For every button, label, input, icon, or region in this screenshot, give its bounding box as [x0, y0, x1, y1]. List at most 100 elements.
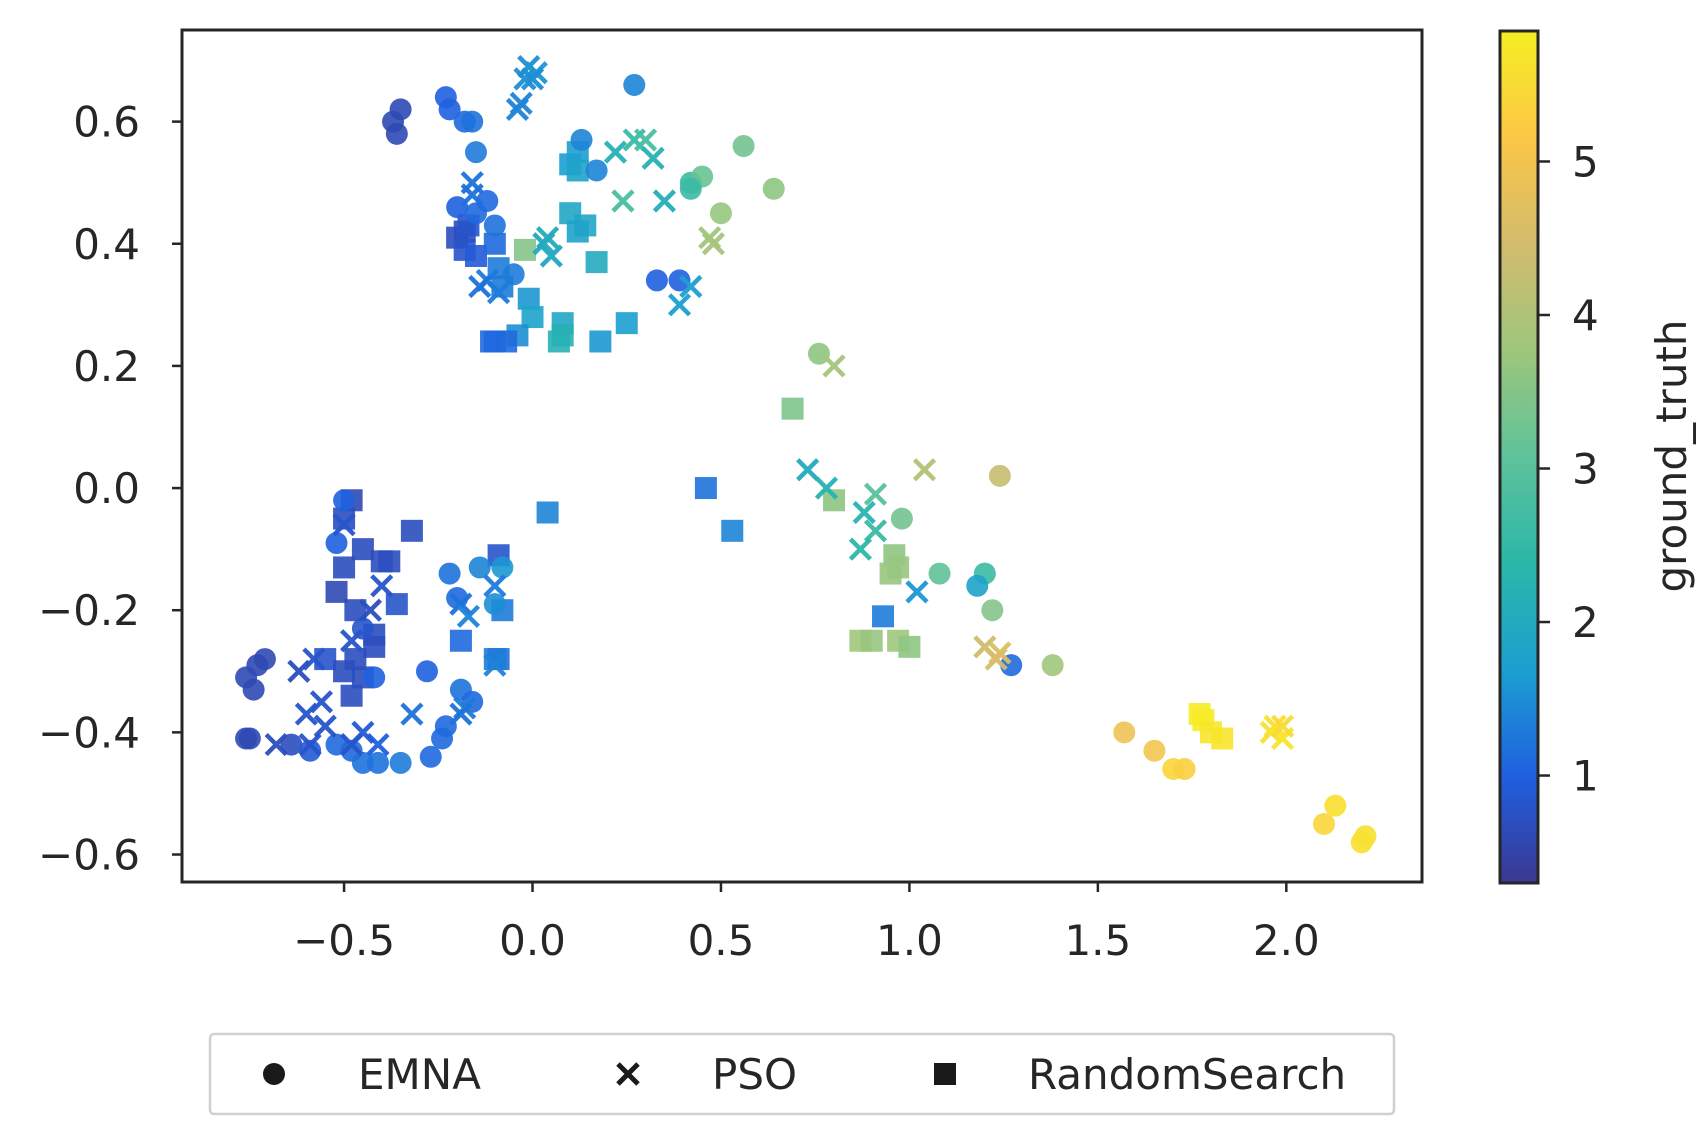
point-emna	[235, 727, 258, 750]
point-emna	[1313, 812, 1336, 835]
point-emna	[502, 263, 525, 286]
point-randomsearch	[860, 629, 883, 652]
legend: EMNA PSO RandomSearch	[208, 1032, 1396, 1116]
point-emna	[623, 73, 646, 96]
legend-item-pso: PSO	[616, 1050, 797, 1099]
point-pso	[509, 91, 533, 115]
legend-label-emna: EMNA	[358, 1050, 481, 1099]
point-emna	[483, 593, 506, 616]
point-pso	[358, 598, 383, 622]
y-tick-label: 0.0	[73, 464, 140, 513]
legend-x-marker	[616, 1062, 640, 1086]
point-pso	[814, 476, 839, 500]
point-emna	[585, 159, 608, 182]
point-randomsearch	[464, 244, 487, 267]
point-randomsearch	[344, 599, 367, 622]
point-randomsearch	[378, 550, 401, 573]
point-emna	[1354, 825, 1377, 848]
point-emna	[389, 98, 412, 121]
point-emna	[762, 177, 785, 200]
point-pso	[667, 293, 692, 317]
point-pso	[309, 690, 334, 714]
x-tick-label: −0.5	[293, 916, 395, 965]
point-randomsearch	[333, 556, 356, 579]
legend-frame	[208, 1032, 1396, 1116]
point-emna	[1113, 721, 1136, 744]
point-randomsearch	[333, 507, 356, 530]
point-emna	[928, 562, 951, 585]
point-randomsearch	[721, 519, 744, 542]
point-emna	[438, 562, 461, 585]
point-emna	[732, 135, 755, 158]
point-pso	[456, 604, 481, 628]
point-pso	[641, 146, 665, 170]
point-emna	[385, 122, 408, 145]
colorbar-gradient	[1500, 31, 1538, 883]
point-randomsearch	[314, 648, 337, 671]
point-randomsearch	[344, 648, 367, 671]
legend-item-emna: EMNA	[263, 1050, 481, 1099]
point-randomsearch	[517, 287, 540, 310]
point-pso	[302, 647, 326, 671]
y-tick-label: −0.4	[38, 708, 140, 757]
point-randomsearch	[872, 605, 895, 628]
point-pso	[449, 702, 473, 726]
x-tick-label: 1.0	[876, 916, 943, 965]
point-randomsearch	[483, 232, 506, 255]
y-tick-label: 0.4	[73, 220, 140, 269]
point-emna	[351, 751, 374, 774]
y-tick-label: 0.2	[73, 342, 140, 391]
point-randomsearch	[615, 312, 638, 335]
point-pso	[652, 189, 677, 213]
point-emna	[491, 556, 514, 579]
point-emna	[280, 733, 303, 756]
point-randomsearch	[566, 159, 589, 182]
point-pso	[852, 500, 876, 525]
data-points	[235, 55, 1377, 854]
point-emna	[1173, 758, 1196, 781]
point-pso	[848, 537, 873, 561]
point-pso	[370, 574, 394, 598]
point-randomsearch	[325, 580, 348, 603]
point-pso	[487, 281, 511, 305]
point-pso	[912, 458, 937, 482]
point-pso	[449, 592, 473, 616]
point-randomsearch	[449, 629, 472, 652]
point-randomsearch	[340, 684, 363, 707]
point-pso	[863, 519, 888, 543]
point-emna	[389, 751, 412, 774]
point-emna	[981, 599, 1004, 622]
point-emna	[966, 574, 989, 597]
point-pso	[264, 732, 288, 757]
point-randomsearch	[585, 251, 608, 274]
point-pso	[400, 702, 424, 726]
point-pso	[611, 189, 635, 213]
point-emna	[363, 666, 386, 689]
point-randomsearch	[1211, 727, 1234, 750]
point-randomsearch	[513, 238, 536, 261]
legend-label-pso: PSO	[712, 1050, 797, 1099]
point-emna	[438, 98, 461, 121]
point-emna	[468, 556, 491, 579]
colorbar-label: ground_truth	[1647, 319, 1696, 592]
point-randomsearch	[495, 330, 518, 353]
point-emna	[483, 214, 506, 237]
point-pso	[298, 732, 322, 757]
point-emna	[890, 507, 913, 530]
point-emna	[415, 660, 438, 683]
point-emna	[299, 739, 322, 762]
colorbar-frame	[1498, 29, 1540, 885]
colorbar-tick-label: 5	[1572, 137, 1599, 186]
point-emna	[253, 648, 276, 671]
plot-frame	[180, 28, 1424, 884]
x-axis-ticks: −0.5 0.0 0.5 1.0 1.5 2.0	[293, 882, 1320, 965]
point-emna	[668, 269, 691, 292]
point-randomsearch	[589, 330, 612, 353]
y-tick-label: −0.2	[38, 586, 140, 635]
point-pso	[1263, 714, 1287, 738]
point-pso	[863, 482, 888, 506]
point-randomsearch	[694, 477, 717, 500]
colorbar-tick-label: 4	[1572, 291, 1599, 340]
point-pso	[701, 232, 726, 256]
point-pso	[679, 274, 703, 299]
